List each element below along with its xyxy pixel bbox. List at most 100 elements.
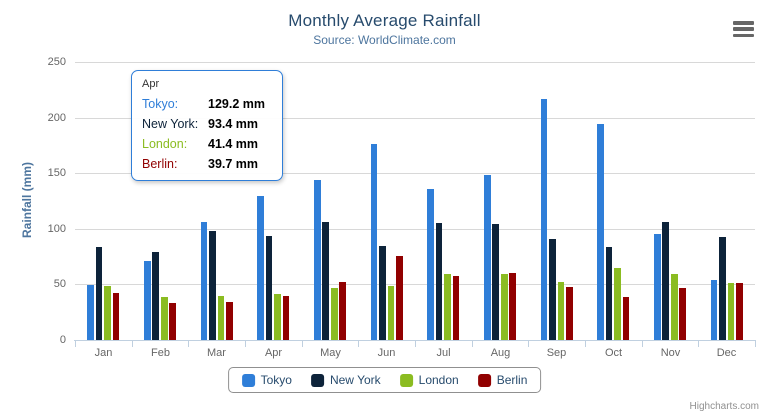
- column-bar-new-york[interactable]: [209, 230, 216, 340]
- column-bar-new-york[interactable]: [605, 247, 613, 340]
- column-bar-london[interactable]: [444, 274, 451, 340]
- grid-line: [75, 173, 755, 174]
- legend-label: New York: [329, 373, 381, 387]
- tooltip-series-label: London:: [142, 137, 188, 151]
- x-axis-tick: [642, 341, 643, 347]
- tooltip-row: London: 41.4 mm: [142, 134, 272, 154]
- x-axis-category-label: May: [320, 347, 341, 359]
- column-bar-tokyo[interactable]: [313, 179, 321, 340]
- tooltip-rows: Tokyo: 129.2 mm New York: 93.4 mm London: 41.…: [142, 94, 272, 174]
- column-bar-tokyo[interactable]: [257, 196, 264, 340]
- chart-title: Monthly Average Rainfall: [288, 11, 481, 30]
- column-bar-london[interactable]: [217, 296, 225, 340]
- tooltip-row: Tokyo: 129.2 mm: [142, 94, 272, 114]
- column-bar-tokyo[interactable]: [540, 99, 548, 340]
- column-bar-tokyo[interactable]: [87, 284, 94, 340]
- column-bar-tokyo[interactable]: [597, 124, 604, 340]
- x-axis-tick: [755, 341, 756, 347]
- x-axis-category-label: Oct: [604, 347, 623, 359]
- column-bar-new-york[interactable]: [662, 221, 670, 340]
- grid-line: [75, 229, 755, 230]
- legend-item-berlin[interactable]: Berlin: [477, 373, 528, 387]
- legend-item-new-york[interactable]: New York: [310, 373, 381, 387]
- column-bar-berlin[interactable]: [622, 296, 630, 340]
- column-bar-london[interactable]: [557, 281, 565, 340]
- tooltip-row: New York: 93.4 mm: [142, 114, 272, 134]
- x-axis-tick: [415, 341, 416, 347]
- column-bar-new-york[interactable]: [265, 236, 273, 340]
- column-bar-berlin[interactable]: [566, 287, 573, 340]
- column-bar-berlin[interactable]: [169, 303, 177, 340]
- x-axis-category-label: Feb: [151, 347, 170, 359]
- chart-subtitle: Source: WorldClimate.com: [313, 33, 456, 47]
- column-bar-berlin[interactable]: [452, 276, 460, 340]
- hamburger-icon: [733, 33, 754, 37]
- column-bar-new-york[interactable]: [549, 238, 556, 340]
- y-axis-tick-label: 0: [59, 334, 66, 346]
- column-bar-berlin[interactable]: [226, 301, 233, 340]
- y-axis-tick-label: 200: [47, 112, 66, 124]
- column-bar-new-york[interactable]: [492, 224, 500, 340]
- column-bar-tokyo[interactable]: [200, 221, 208, 340]
- column-bar-tokyo[interactable]: [370, 144, 378, 340]
- grid-line: [75, 62, 755, 63]
- legend-swatch-icon: [477, 373, 491, 387]
- x-axis-category-label: Dec: [716, 347, 737, 359]
- hamburger-icon: [733, 21, 754, 25]
- column-bar-london[interactable]: [274, 294, 281, 340]
- column-bar-berlin[interactable]: [396, 256, 403, 340]
- column-bar-london[interactable]: [330, 287, 338, 340]
- x-axis-category-label: Aug: [490, 347, 511, 359]
- column-bar-tokyo[interactable]: [427, 189, 434, 340]
- column-bar-berlin[interactable]: [112, 292, 120, 340]
- column-bar-london[interactable]: [670, 274, 678, 340]
- legend-label: London: [418, 373, 459, 387]
- y-axis-tick-label: 150: [47, 167, 66, 179]
- x-axis-category-label: Apr: [264, 347, 283, 359]
- column-bar-berlin[interactable]: [679, 288, 687, 340]
- x-axis-category-label: Jul: [436, 347, 451, 359]
- column-bar-tokyo[interactable]: [483, 174, 491, 340]
- column-bar-london[interactable]: [104, 285, 111, 340]
- column-bar-new-york[interactable]: [435, 223, 443, 340]
- column-bar-new-york[interactable]: [95, 247, 103, 340]
- x-axis-tick: [132, 341, 133, 347]
- legend-item-london[interactable]: London: [399, 373, 459, 387]
- column-bar-new-york[interactable]: [719, 237, 726, 340]
- highcharts-credit-link[interactable]: Highcharts.com: [689, 401, 759, 412]
- legend-swatch-icon: [241, 373, 255, 387]
- column-bar-london[interactable]: [727, 283, 735, 340]
- column-bar-berlin[interactable]: [736, 283, 743, 340]
- column-bar-tokyo[interactable]: [710, 279, 718, 340]
- column-bar-new-york[interactable]: [322, 222, 330, 340]
- tooltip-series-label: New York:: [142, 117, 199, 131]
- column-bar-london[interactable]: [387, 286, 395, 340]
- column-bar-london[interactable]: [614, 267, 621, 340]
- legend-item-tokyo[interactable]: Tokyo: [241, 373, 292, 387]
- column-bar-tokyo[interactable]: [653, 233, 661, 340]
- column-bar-berlin[interactable]: [282, 295, 290, 340]
- tooltip: Apr Tokyo: 129.2 mm New York: 93.4 mm London…: [131, 70, 283, 181]
- x-axis-line: [74, 340, 756, 341]
- tooltip-header: Apr: [142, 78, 160, 90]
- y-axis-tick-label: 100: [47, 223, 66, 235]
- grid-line: [75, 118, 755, 119]
- x-axis-tick: [75, 341, 76, 347]
- export-menu-button[interactable]: [733, 21, 754, 37]
- column-bar-new-york[interactable]: [379, 246, 386, 340]
- column-bar-tokyo[interactable]: [143, 260, 151, 340]
- legend-label: Berlin: [496, 373, 528, 387]
- x-axis-tick: [358, 341, 359, 347]
- x-axis-tick: [245, 341, 246, 347]
- column-bar-berlin[interactable]: [509, 272, 517, 340]
- tooltip-row: Berlin: 39.7 mm: [142, 154, 272, 174]
- legend-label: Tokyo: [260, 373, 292, 387]
- x-axis-tick: [585, 341, 586, 347]
- column-bar-london[interactable]: [500, 273, 508, 340]
- tooltip-series-value: 93.4 mm: [208, 117, 259, 131]
- column-bar-new-york[interactable]: [152, 252, 160, 340]
- column-bar-berlin[interactable]: [339, 281, 347, 340]
- column-bar-london[interactable]: [160, 296, 168, 340]
- x-axis-tick: [698, 341, 699, 347]
